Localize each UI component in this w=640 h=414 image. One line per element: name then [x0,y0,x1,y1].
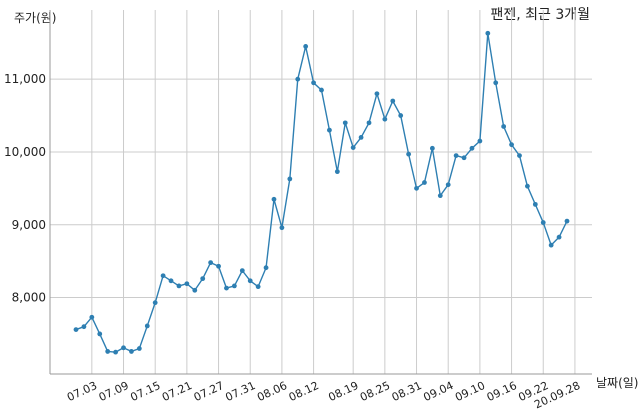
data-point [287,176,293,182]
x-tick-label: 07.09 [97,379,131,404]
data-point [461,155,467,161]
data-point [231,283,237,289]
data-point [224,285,229,291]
axes [49,10,592,375]
data-point [255,284,261,290]
x-tick-label: 07.15 [128,379,162,404]
data-point [184,281,190,287]
data-point [144,323,150,329]
data-point [525,183,530,189]
data-point [152,300,158,306]
data-point [97,331,103,337]
data-point [398,113,404,118]
x-tick-label: 08.12 [287,379,321,404]
x-tick-label: 08.19 [326,379,360,404]
data-point [168,278,174,284]
y-tick-label: 10,000 [4,145,46,159]
data-point [136,346,142,351]
data-point [469,145,475,151]
data-point [129,349,134,354]
chart-title: 팬젠, 최근 3개월 [490,7,590,23]
data-point [73,327,79,332]
data-point [216,263,221,269]
data-point [556,234,562,240]
data-point [414,185,419,191]
x-tick-label: 08.06 [255,379,289,404]
data-point [342,120,348,126]
data-point [113,349,118,355]
data-point [453,153,459,159]
x-tick-label: 08.25 [358,379,392,404]
price-series [73,30,570,355]
data-point [509,142,514,148]
data-point [327,127,332,133]
data-point [485,30,491,36]
data-point [564,218,570,224]
data-point [208,260,214,266]
data-point [477,138,483,144]
data-point [192,287,198,293]
data-point [445,182,451,188]
x-tick-label: 07.21 [160,379,194,404]
data-point [358,135,364,140]
data-point [334,169,340,175]
data-point [501,124,507,129]
x-tick-label: 09.10 [453,379,487,404]
data-point [247,278,253,284]
data-point [160,273,166,279]
x-tick-label: 07.31 [223,379,257,404]
data-point [303,44,309,49]
y-tick-labels: 8,000 9,000 10,000 11,000 [4,72,46,304]
x-axis-title: 날짜(일) [596,376,638,390]
data-point [382,116,388,122]
data-point [390,98,396,104]
data-point [311,80,316,86]
data-point [422,180,427,185]
y-tick-label: 8,000 [12,291,46,305]
data-point [319,87,324,93]
data-point [517,153,522,159]
data-point [540,220,546,225]
data-point [271,196,277,202]
x-tick-label: 09.16 [485,379,519,404]
data-point [105,349,111,354]
data-point [263,265,269,271]
data-point [429,145,435,151]
grid [50,10,592,374]
x-tick-label: 09.04 [421,379,455,404]
data-point [176,283,182,289]
data-point [366,120,372,126]
data-point [200,276,206,282]
x-tick-label: 07.03 [65,379,99,404]
y-tick-label: 9,000 [12,218,46,232]
data-point [532,201,538,207]
series-line [75,32,568,353]
x-tick-labels: 07.0307.0907.1507.2107.2707.3108.0608.12… [65,379,582,411]
data-point [350,145,356,150]
y-axis-title: 주가(원) [14,11,56,25]
data-point [239,268,245,274]
x-tick-label: 07.27 [192,379,226,404]
data-point [493,80,499,86]
data-point [295,76,301,82]
data-point [279,225,285,231]
data-point [437,193,443,199]
y-tick-label: 11,000 [4,72,46,86]
data-point [121,345,126,351]
data-point [548,242,554,248]
x-tick-label: 08.31 [390,379,424,404]
data-point [374,91,380,97]
data-point [89,314,95,320]
data-point [81,324,87,330]
data-point [406,151,412,157]
